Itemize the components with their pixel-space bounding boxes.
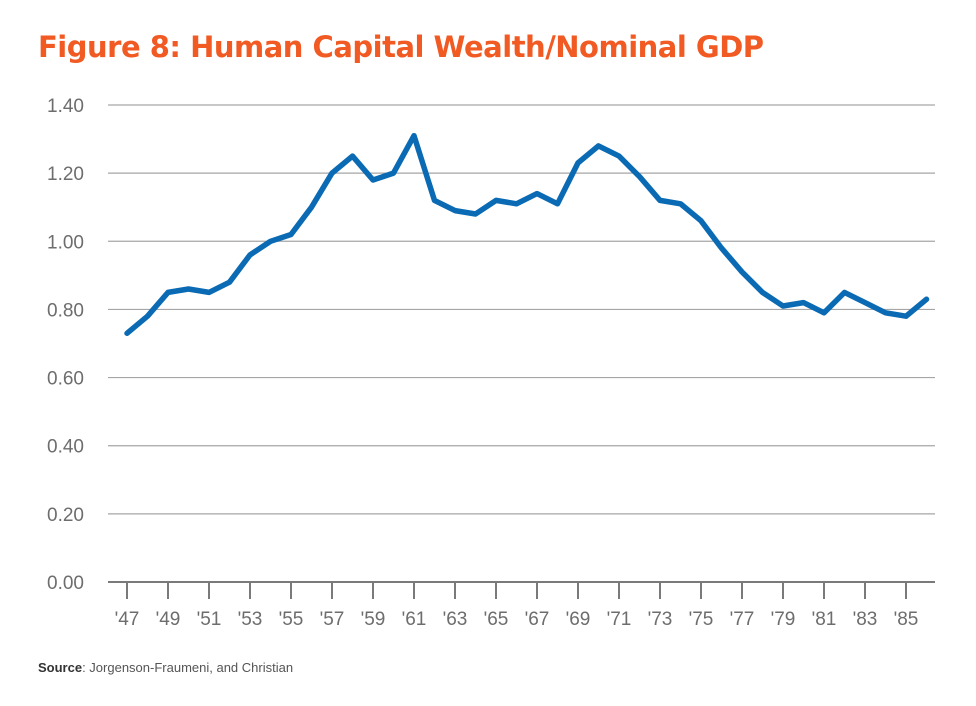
x-tick-label: '55 (279, 609, 304, 630)
x-tick-label: '75 (689, 609, 714, 630)
gridlines (108, 104, 935, 515)
x-axis-ticks: '47 '49 '51 '53 '55 '57 '59 '61 '63 '65 '67 '69 '71 '… (115, 609, 919, 630)
x-tick-label: '51 (197, 609, 222, 630)
source-text: : Jorgenson-Fraumeni, and Christian (82, 660, 294, 675)
y-axis-ticks: 0.00 0.20 0.40 0.60 0.80 1.00 1.20 1.40 (47, 96, 84, 594)
source-note: Source: Jorgenson-Fraumeni, and Christia… (38, 660, 293, 675)
x-tick-label: '65 (484, 609, 509, 630)
y-tick-label: 0.00 (47, 573, 84, 594)
source-label: Source (38, 660, 83, 675)
x-tick-label: '83 (853, 609, 878, 630)
x-tick-label: '77 (730, 609, 755, 630)
x-tick-label: '73 (648, 609, 673, 630)
x-axis (108, 581, 935, 599)
x-tick-label: '79 (771, 609, 796, 630)
y-tick-label: 0.60 (47, 369, 84, 390)
y-tick-label: 1.20 (47, 164, 84, 185)
x-tick-label: '59 (361, 609, 386, 630)
y-tick-label: 0.80 (47, 300, 84, 321)
x-tick-label: '81 (812, 609, 837, 630)
x-tick-label: '61 (402, 609, 427, 630)
x-tick-label: '47 (115, 609, 140, 630)
x-tick-label: '67 (525, 609, 550, 630)
x-tick-label: '71 (607, 609, 632, 630)
y-tick-label: 1.00 (47, 232, 84, 253)
x-tick-label: '69 (566, 609, 591, 630)
x-tick-label: '49 (156, 609, 181, 630)
y-tick-label: 1.40 (47, 96, 84, 117)
x-tick-label: '53 (238, 609, 263, 630)
series-layer (124, 132, 930, 337)
series-line (124, 132, 930, 337)
chart-title: Figure 8: Human Capital Wealth/Nominal G… (38, 30, 764, 64)
x-tick-label: '85 (894, 609, 919, 630)
x-tick-label: '63 (443, 609, 468, 630)
x-tick-label: '57 (320, 609, 345, 630)
y-tick-label: 0.20 (47, 505, 84, 526)
y-tick-label: 0.40 (47, 437, 84, 458)
